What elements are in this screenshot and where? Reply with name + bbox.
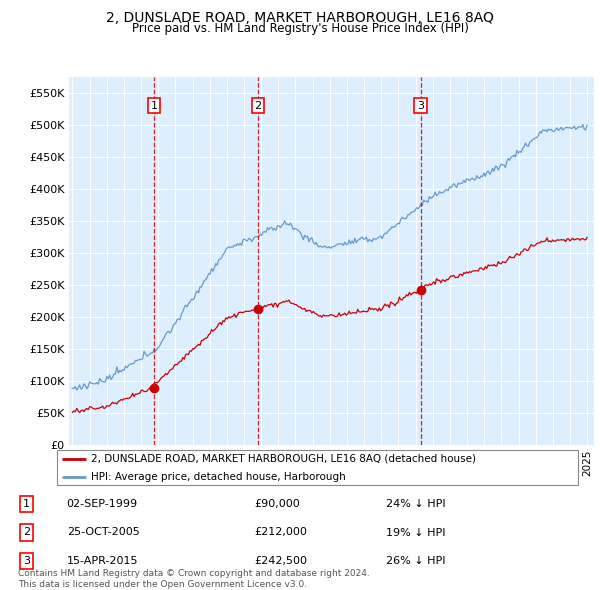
Text: 24% ↓ HPI: 24% ↓ HPI — [386, 499, 446, 509]
Text: Contains HM Land Registry data © Crown copyright and database right 2024.
This d: Contains HM Land Registry data © Crown c… — [18, 569, 370, 589]
Text: 2, DUNSLADE ROAD, MARKET HARBOROUGH, LE16 8AQ: 2, DUNSLADE ROAD, MARKET HARBOROUGH, LE1… — [106, 11, 494, 25]
Text: 2, DUNSLADE ROAD, MARKET HARBOROUGH, LE16 8AQ (detached house): 2, DUNSLADE ROAD, MARKET HARBOROUGH, LE1… — [91, 454, 476, 464]
Text: 19% ↓ HPI: 19% ↓ HPI — [386, 527, 446, 537]
Text: 2: 2 — [254, 100, 262, 110]
Text: £242,500: £242,500 — [254, 556, 307, 566]
Text: 3: 3 — [23, 556, 30, 566]
Text: 02-SEP-1999: 02-SEP-1999 — [67, 499, 138, 509]
Text: 25-OCT-2005: 25-OCT-2005 — [67, 527, 139, 537]
Text: 15-APR-2015: 15-APR-2015 — [67, 556, 138, 566]
Text: £90,000: £90,000 — [254, 499, 299, 509]
Text: Price paid vs. HM Land Registry's House Price Index (HPI): Price paid vs. HM Land Registry's House … — [131, 22, 469, 35]
Text: 1: 1 — [23, 499, 30, 509]
Text: 1: 1 — [151, 100, 157, 110]
Text: £212,000: £212,000 — [254, 527, 307, 537]
Text: 26% ↓ HPI: 26% ↓ HPI — [386, 556, 446, 566]
FancyBboxPatch shape — [56, 450, 578, 485]
Text: 2: 2 — [23, 527, 30, 537]
Text: HPI: Average price, detached house, Harborough: HPI: Average price, detached house, Harb… — [91, 472, 346, 482]
Text: 3: 3 — [417, 100, 424, 110]
